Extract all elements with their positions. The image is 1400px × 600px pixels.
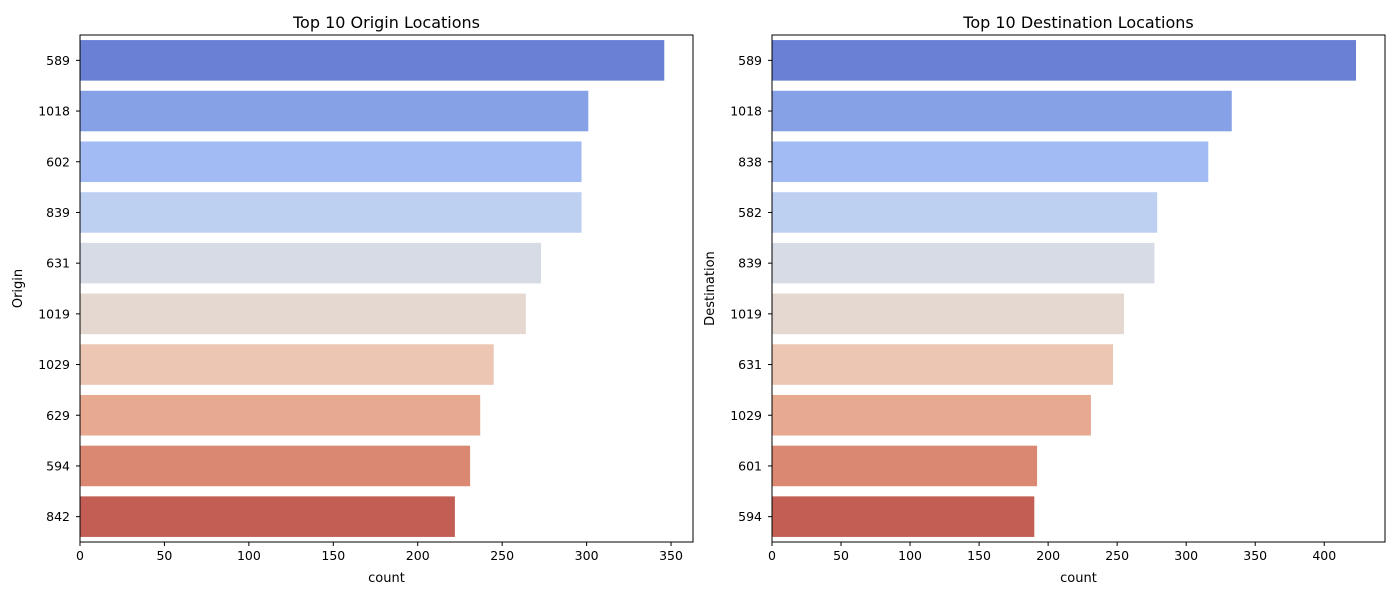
origin-ytick-label: 589: [46, 53, 70, 68]
origin-bar-1018: [80, 90, 589, 132]
origin-bar-1019: [80, 293, 526, 335]
destination-xtick-label: 350: [1243, 548, 1267, 563]
destination-chart-title: Top 10 Destination Locations: [962, 13, 1193, 32]
destination-bar-838: [772, 141, 1209, 183]
origin-bar-842: [80, 496, 455, 537]
destination-ytick-label: 838: [738, 154, 762, 169]
origin-ytick-label: 1019: [38, 306, 70, 321]
origin-xtick-label: 50: [156, 548, 172, 563]
origin-chart-title: Top 10 Origin Locations: [292, 13, 480, 32]
origin-ytick-label: 839: [46, 205, 70, 220]
origin-bar-839: [80, 192, 582, 233]
origin-xtick-label: 250: [490, 548, 514, 563]
destination-ytick-label: 631: [738, 357, 762, 372]
origin-ytick-label: 1029: [38, 357, 70, 372]
origin-xtick-label: 200: [406, 548, 430, 563]
origin-xtick-label: 0: [76, 548, 84, 563]
destination-xtick-label: 150: [967, 548, 991, 563]
destination-ytick-label: 839: [738, 256, 762, 271]
destination-y-axis-label: Destination: [703, 251, 718, 326]
destination-ytick-label: 582: [738, 205, 762, 220]
destination-bar-631: [772, 344, 1114, 385]
destination-ytick-label: 589: [738, 53, 762, 68]
origin-ytick-label: 842: [46, 509, 70, 524]
origin-ytick-label: 1018: [38, 104, 70, 119]
destination-bar-839: [772, 242, 1155, 284]
destination-ytick-label: 1019: [730, 306, 762, 321]
origin-bar-589: [80, 40, 665, 81]
origin-ytick-label: 631: [46, 256, 70, 271]
destination-xtick-label: 300: [1174, 548, 1198, 563]
destination-ytick-label: 1029: [730, 408, 762, 423]
destination-axes-frame: [771, 34, 1386, 543]
origin-xtick-label: 150: [321, 548, 345, 563]
destination-xtick-label: 0: [768, 548, 776, 563]
destination-xtick-label: 400: [1312, 548, 1336, 563]
destination-bar-1018: [772, 90, 1232, 132]
destination-xtick-label: 200: [1036, 548, 1060, 563]
destination-ytick-label: 1018: [730, 104, 762, 119]
origin-chart-panel: 589 1018 602 839 631 1019 1029 629 594 842 0 50 100 1…: [11, 13, 694, 586]
destination-bar-1029: [772, 394, 1091, 436]
destination-ytick-label: 594: [738, 509, 762, 524]
destination-xtick-label: 100: [898, 548, 922, 563]
destination-xtick-label: 250: [1105, 548, 1129, 563]
destination-bar-589: [772, 40, 1357, 81]
origin-bar-629: [80, 394, 481, 436]
origin-axes-frame: [79, 34, 694, 543]
destination-bar-1019: [772, 293, 1125, 335]
origin-x-axis-label: count: [368, 571, 405, 586]
origin-xtick-label: 300: [575, 548, 599, 563]
origin-bar-631: [80, 242, 542, 284]
destination-xtick-label: 50: [833, 548, 849, 563]
destination-x-axis-label: count: [1060, 571, 1097, 586]
origin-ytick-label: 602: [46, 154, 70, 169]
destination-chart-panel: 589 1018 838 582 839 1019 631 1029 601 594 0 50 100 1…: [703, 13, 1386, 586]
origin-xtick-label: 100: [237, 548, 261, 563]
origin-bar-602: [80, 141, 582, 183]
origin-bar-594: [80, 445, 471, 487]
destination-ytick-label: 601: [738, 458, 762, 473]
origin-y-axis-label: Origin: [11, 269, 26, 308]
origin-bar-1029: [80, 344, 494, 385]
origin-xtick-label: 350: [659, 548, 683, 563]
origin-ytick-label: 629: [46, 408, 70, 423]
destination-bar-601: [772, 445, 1038, 487]
destination-bar-582: [772, 192, 1158, 233]
destination-bar-594: [772, 496, 1035, 537]
origin-ytick-label: 594: [46, 458, 70, 473]
